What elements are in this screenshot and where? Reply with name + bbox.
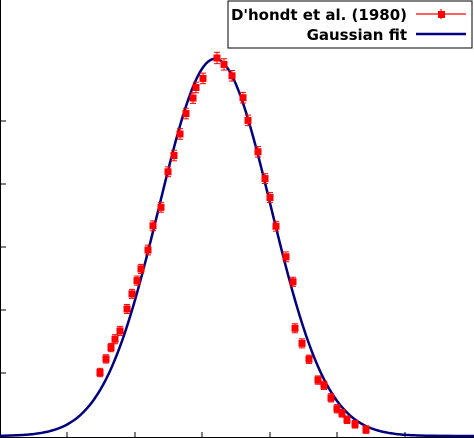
legend-label-data: D'hondt et al. (1980)	[231, 6, 407, 24]
data-point-marker	[333, 405, 341, 413]
data-point	[289, 276, 297, 287]
data-point-marker	[102, 355, 110, 363]
data-point-marker	[320, 381, 328, 389]
data-point-marker	[338, 409, 346, 417]
data-point	[182, 107, 190, 120]
data-point	[266, 192, 274, 203]
data-point-marker	[228, 72, 236, 80]
data-point	[144, 244, 152, 256]
legend-box	[227, 0, 473, 49]
data-point	[362, 425, 370, 434]
data-point-marker	[149, 222, 157, 230]
data-point-marker	[137, 265, 145, 273]
data-point-marker	[144, 246, 152, 254]
data-point	[220, 58, 228, 71]
legend-swatch-data-marker	[438, 11, 445, 18]
gaussian-fit-curve	[0, 57, 474, 438]
data-point	[254, 145, 262, 158]
data-point	[128, 288, 136, 299]
data-point-marker	[189, 94, 197, 102]
data-point	[192, 81, 200, 94]
data-point	[116, 325, 124, 336]
data-point	[261, 173, 269, 184]
data-point	[199, 72, 207, 85]
data-point	[327, 393, 335, 403]
data-point-marker	[244, 116, 252, 124]
data-point	[305, 354, 313, 364]
data-point	[228, 69, 236, 82]
data-point-marker	[213, 54, 221, 62]
data-point-marker	[199, 74, 207, 82]
data-point	[320, 380, 328, 391]
data-point	[107, 342, 115, 353]
data-point	[96, 367, 104, 378]
data-point-marker	[351, 420, 359, 428]
data-point	[343, 415, 351, 425]
data-point-marker	[96, 368, 104, 376]
data-point	[282, 251, 290, 263]
data-point-marker	[362, 426, 370, 434]
legend: D'hondt et al. (1980) Gaussian fit	[227, 0, 473, 49]
data-point-marker	[305, 355, 313, 363]
data-point	[239, 91, 247, 104]
data-point-marker	[170, 152, 178, 160]
data-point-marker	[116, 327, 124, 335]
data-point-marker	[254, 148, 262, 156]
data-point	[244, 114, 252, 127]
data-point-marker	[289, 278, 297, 286]
data-point	[137, 263, 145, 274]
data-point-marker	[239, 94, 247, 102]
data-point	[170, 149, 178, 162]
data-point-marker	[157, 203, 165, 211]
data-point-marker	[176, 130, 184, 138]
data-point	[164, 166, 172, 178]
data-point-marker	[133, 277, 141, 285]
data-point-marker	[164, 168, 172, 176]
data-point	[351, 420, 359, 429]
data-points-layer	[96, 51, 370, 434]
data-point-marker	[182, 110, 190, 118]
legend-label-fit: Gaussian fit	[307, 26, 407, 44]
data-point-marker	[266, 193, 274, 201]
data-point-marker	[282, 253, 290, 261]
data-point-marker	[107, 344, 115, 352]
data-point-marker	[327, 394, 335, 402]
data-point	[111, 334, 119, 345]
data-point-marker	[298, 339, 306, 347]
data-point-marker	[192, 83, 200, 91]
data-point	[123, 303, 131, 315]
data-point	[157, 201, 165, 213]
data-point-marker	[128, 290, 136, 298]
data-point	[133, 275, 141, 286]
data-point	[149, 220, 157, 232]
gaussian-fit-layer	[0, 57, 474, 438]
data-point-marker	[123, 305, 131, 313]
data-point	[102, 354, 110, 364]
data-point	[314, 375, 322, 385]
data-point	[272, 220, 280, 232]
data-point-marker	[343, 416, 351, 424]
data-point-marker	[291, 324, 299, 332]
data-point-marker	[261, 175, 269, 183]
data-point	[213, 51, 221, 65]
data-point-marker	[111, 335, 119, 343]
data-point-marker	[314, 376, 322, 384]
data-point	[176, 128, 184, 140]
data-point-marker	[220, 60, 228, 68]
data-point-marker	[272, 222, 280, 230]
data-point	[291, 323, 299, 334]
data-point	[298, 338, 306, 349]
